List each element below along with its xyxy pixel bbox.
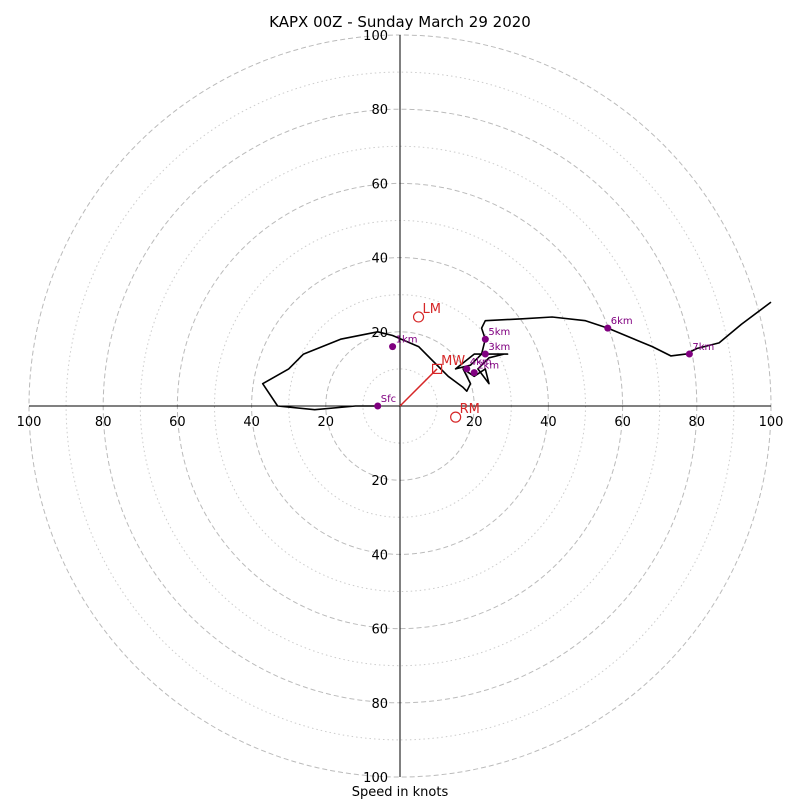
level-label: 6km [611,316,633,327]
hodograph-trace [261,301,772,411]
x-tick-label: 100 [17,415,42,430]
hodograph-line [261,301,772,411]
level-point [374,402,382,410]
x-tick-label: 80 [95,415,112,430]
x-tick-label: 40 [243,415,260,430]
level-label: Sfc [381,394,396,405]
level-point [685,350,693,358]
y-tick-label: 40 [371,252,388,267]
y-tick-label: 60 [371,177,388,192]
x-tick-label: 60 [614,415,631,430]
storm-motion-marker [432,363,443,374]
level-label: 2km [477,361,499,372]
level-point [481,350,489,358]
y-tick-label: 20 [371,326,388,341]
y-tick-label: 20 [371,474,388,489]
storm-motion-marker [450,411,462,423]
x-axis-label: Speed in knots [352,785,449,800]
level-label: 7km [692,342,714,353]
level-label: 3km [488,342,510,353]
storm-motion-marker [412,311,425,323]
chart-title: KAPX 00Z - Sunday March 29 2020 [269,13,531,31]
y-tick-label: 80 [371,103,388,118]
x-tick-label: 20 [318,415,335,430]
storm-motion-markers: LM MW RM [399,302,480,423]
storm-motion-label: RM [460,402,480,417]
x-tick-label: 100 [759,415,784,430]
level-point [481,335,489,343]
y-tick-label: 80 [371,697,388,712]
y-tick-label: 100 [363,29,388,44]
x-tick-label: 60 [169,415,186,430]
storm-motion-label: LM [423,302,441,317]
x-tick-label: 80 [689,415,706,430]
y-tick-label: 60 [371,623,388,638]
y-tick-label: 40 [371,548,388,563]
level-point [463,365,471,373]
level-label: 4km [470,357,492,368]
mean-wind-vector [399,368,438,407]
level-point [389,343,397,351]
y-tick-label: 100 [363,771,388,786]
level-point [604,324,612,332]
storm-motion-label: MW [441,354,465,369]
height-level-markers: Sfc 1km 2km 3km 4km 5km 6km 7km [374,316,714,410]
x-tick-label: 40 [540,415,557,430]
level-label: 5km [488,327,510,338]
level-point [470,369,478,377]
tick-labels: 100 80 60 40 20 20 40 60 80 100 100 80 60 40 20 20 40 60 8… [17,29,784,786]
x-tick-label: 20 [466,415,483,430]
level-label: 1km [396,335,418,346]
